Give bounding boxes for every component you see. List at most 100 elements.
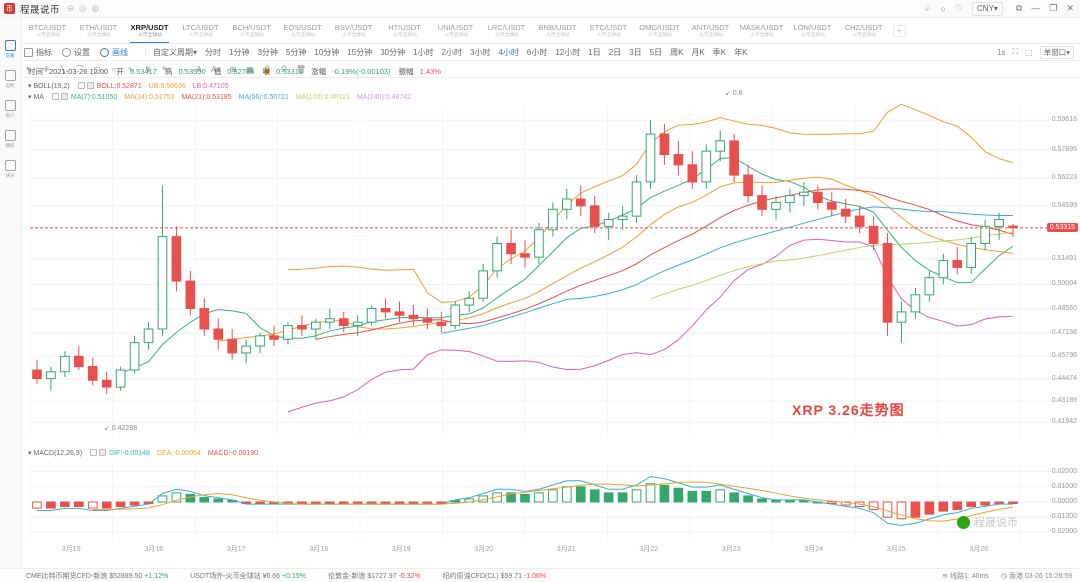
- rail-item-播权[interactable]: 播权: [5, 130, 16, 149]
- symbol-tab-eth[interactable]: ETH/USDT 火币全球站: [73, 18, 124, 43]
- period-1分钟[interactable]: 1分钟: [229, 47, 250, 57]
- tab-symbol: MASK/USDT: [739, 22, 784, 32]
- macd-close[interactable]: [99, 449, 107, 456]
- tab-exchange: 火币全球站: [392, 31, 417, 38]
- price-chart-svg[interactable]: [22, 78, 1080, 554]
- period-3日[interactable]: 3日: [629, 47, 642, 57]
- period-年K[interactable]: 年K: [734, 47, 748, 57]
- period-3小时[interactable]: 3小时: [470, 47, 491, 57]
- settings-button[interactable]: 设置: [62, 47, 90, 58]
- currency-selector[interactable]: CNY▾: [972, 1, 1003, 16]
- period-4小时[interactable]: 4小时: [498, 47, 519, 57]
- rail-item-盈利[interactable]: 盈利: [5, 70, 16, 89]
- period-2小时[interactable]: 2小时: [441, 47, 462, 57]
- draw-tool-12[interactable]: ⊞: [229, 64, 237, 74]
- layout-select[interactable]: 单窗口▾: [1039, 45, 1074, 59]
- restore-icon[interactable]: ⧉: [1015, 3, 1023, 13]
- period-15分钟[interactable]: 15分钟: [347, 47, 373, 57]
- symbol-tab-ht[interactable]: HT/USDT 火币全球站: [379, 18, 430, 43]
- minimize-dot-icon[interactable]: ⊖: [67, 3, 75, 13]
- symbol-tab-chz[interactable]: CHZ/USDT 火币全球站: [838, 18, 889, 43]
- draw-tool-8[interactable]: ✎: [161, 64, 169, 74]
- period-12小时[interactable]: 12小时: [555, 47, 581, 57]
- macd-toggle[interactable]: [90, 449, 98, 456]
- minimize-icon[interactable]: —: [1031, 3, 1041, 13]
- bell-icon[interactable]: ♤: [923, 3, 932, 13]
- symbol-tab-lrc[interactable]: LRC/USDT 火币全球站: [481, 18, 532, 43]
- symbol-tab-bsv[interactable]: BSV/USDT 火币全球站: [328, 18, 379, 43]
- symbol-tab-bch[interactable]: BCH/USDT 火币全球站: [226, 18, 277, 43]
- symbol-tab-btc[interactable]: BTC/USDT 火币全球站: [22, 18, 73, 43]
- symbol-tab-xrp[interactable]: XRP/USDT 火币全球站: [124, 18, 175, 43]
- symbol-tab-eos[interactable]: EOS/USDT 火币全球站: [277, 18, 328, 43]
- profit-icon: [5, 70, 16, 81]
- custom-period-select[interactable]: 自定义周期▾: [153, 47, 198, 57]
- draw-tool-4[interactable]: ◻: [93, 64, 101, 74]
- snapshot-icon[interactable]: ⬚: [1025, 47, 1033, 57]
- draw-tool-2[interactable]: ╲: [60, 64, 66, 74]
- symbol-tab-omg[interactable]: OMG/USDT 火币全球站: [634, 18, 685, 43]
- symbol-tab-ltc[interactable]: LTC/USDT 火币全球站: [175, 18, 226, 43]
- draw-tool-0[interactable]: ↖: [25, 64, 33, 74]
- ma-close[interactable]: [60, 93, 68, 100]
- ticker-items: CME比特币期货CFD-新浪 $52889.50 +1.12% USDT场外-火币…: [26, 571, 546, 581]
- rail-item-客户[interactable]: 客户: [5, 100, 16, 119]
- circle-dot-icon[interactable]: ◎: [79, 3, 87, 13]
- period-月K[interactable]: 月K: [691, 47, 705, 57]
- period-10分钟[interactable]: 10分钟: [314, 47, 340, 57]
- draw-tool-14[interactable]: 🔒: [262, 64, 272, 74]
- symbol-tab-uni[interactable]: UNI/USDT 火币全球站: [430, 18, 481, 43]
- period-分时[interactable]: 分时: [205, 47, 222, 57]
- draw-tool-5[interactable]: ○: [111, 64, 117, 74]
- period-1日[interactable]: 1日: [588, 47, 601, 57]
- draw-tool-1[interactable]: ✛: [42, 64, 50, 74]
- refresh-rate-label[interactable]: 1s: [997, 47, 1006, 57]
- maximize-icon[interactable]: ❐: [1049, 3, 1058, 13]
- search-icon[interactable]: ○: [940, 3, 946, 14]
- price-tick-label: 0.56223: [1051, 174, 1077, 182]
- shirt-icon[interactable]: ♡: [954, 3, 964, 13]
- ticker-item[interactable]: 伦敦金-新浪 $1727.97 -0.32%: [328, 571, 421, 581]
- period-季K[interactable]: 季K: [712, 47, 727, 57]
- draw-tool-10[interactable]: Ａ: [195, 64, 203, 74]
- ticker-item[interactable]: USDT场外-火币全球站 ¥6.66 +0.15%: [190, 571, 306, 581]
- close-icon[interactable]: ✕: [1066, 3, 1074, 13]
- ticker-change: +1.12%: [144, 572, 169, 580]
- add-tab-button[interactable]: +: [893, 24, 907, 37]
- draw-tool-7[interactable]: ↯: [144, 64, 152, 74]
- chart-container[interactable]: 时间 2021-03-26 12:00 开 0.53417 高 0.53550 低 0.…: [22, 67, 1080, 554]
- ticker-item[interactable]: CME比特币期货CFD-新浪 $52889.50 +1.12%: [26, 571, 168, 581]
- ma-toggle[interactable]: [51, 93, 59, 100]
- period-1小时[interactable]: 1小时: [413, 47, 434, 57]
- draw-tool-15[interactable]: ⎙: [280, 64, 288, 73]
- draw-tool-3[interactable]: ⌒: [76, 64, 84, 74]
- period-6小时[interactable]: 6小时: [526, 47, 548, 57]
- symbol-tab-bnb[interactable]: BNB/USDT 火币全球站: [532, 18, 583, 43]
- period-周K[interactable]: 周K: [670, 47, 684, 57]
- period-3分钟[interactable]: 3分钟: [257, 47, 278, 57]
- draw-tool-13[interactable]: ▦: [246, 64, 254, 74]
- period-5分钟[interactable]: 5分钟: [285, 47, 307, 57]
- draw-tool-9[interactable]: ⋯: [178, 64, 186, 74]
- indicator-button[interactable]: 指标: [24, 47, 52, 58]
- refresh-dot-icon[interactable]: ◍: [91, 3, 99, 13]
- symbol-tab-ant[interactable]: ANT/USDT 火币全球站: [685, 18, 736, 43]
- draw-button[interactable]: 画线: [100, 47, 128, 58]
- draw-tool-6[interactable]: ∿: [127, 64, 135, 74]
- period-30分钟[interactable]: 30分钟: [380, 47, 406, 57]
- symbol-tab-etc[interactable]: ETC/USDT 火币全球站: [583, 18, 634, 43]
- symbol-tab-lon[interactable]: LON/USDT 火币全球站: [787, 18, 838, 43]
- boll-close[interactable]: [86, 82, 94, 89]
- draw-tool-16[interactable]: 🗑: [295, 64, 307, 74]
- rail-item-交易[interactable]: 交易: [5, 40, 16, 59]
- boll-toggle[interactable]: [77, 82, 85, 89]
- period-5日[interactable]: 5日: [649, 47, 663, 57]
- draw-tool-11[interactable]: Aa: [211, 64, 221, 74]
- ticker-item[interactable]: 纽约原油CFD(CL) $59.71 -1.06%: [443, 571, 547, 581]
- fullscreen-icon[interactable]: ⛶: [1012, 47, 1019, 56]
- period-2日[interactable]: 2日: [608, 47, 622, 57]
- symbol-tab-mask[interactable]: MASK/USDT 火币全球站: [736, 18, 787, 43]
- quote-close: 0.53315: [275, 67, 304, 76]
- rail-item-快讯[interactable]: 快讯: [5, 160, 16, 179]
- price-tick-label: 0.54599: [1051, 201, 1077, 209]
